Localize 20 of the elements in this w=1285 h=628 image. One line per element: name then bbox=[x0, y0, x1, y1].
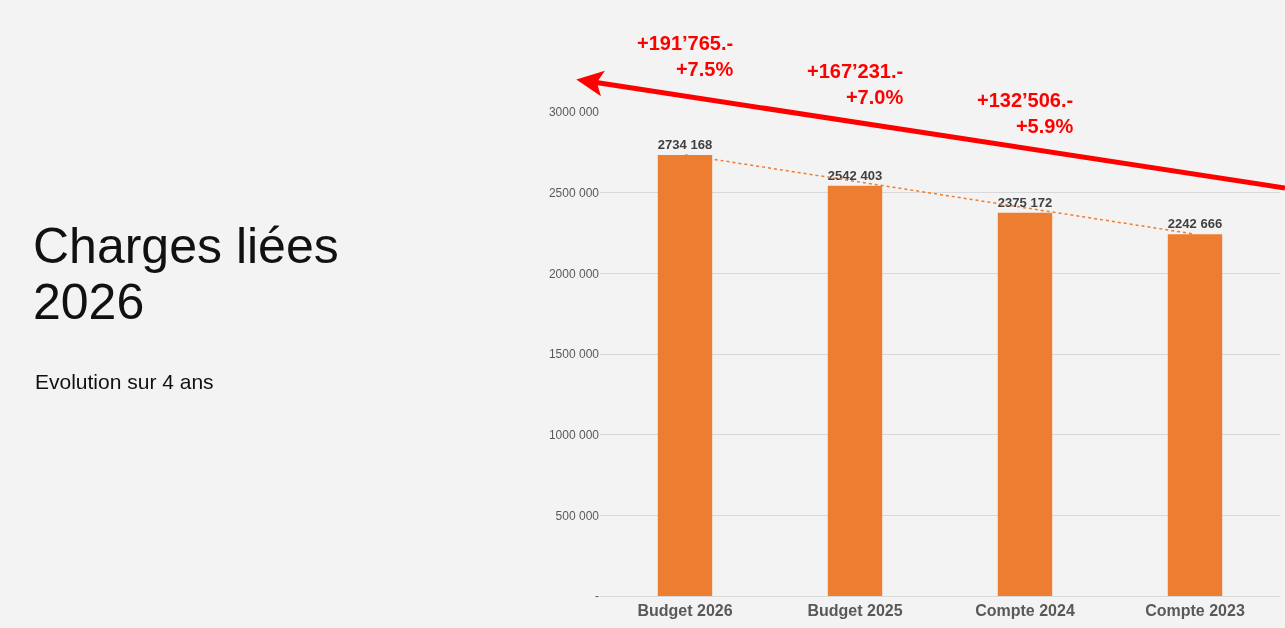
y-tick-label: 2000 000 bbox=[548, 266, 600, 281]
text: +191’765.- +7.5% bbox=[637, 32, 734, 80]
text: Charges liées 2026 bbox=[33, 218, 340, 330]
x-tick-label: Budget 2025 bbox=[807, 602, 903, 620]
annotation: +132’506.- +5.9% bbox=[977, 89, 1074, 137]
y-tick-label: 500 000 bbox=[555, 508, 600, 523]
y-tick-label: 1500 000 bbox=[548, 347, 600, 362]
x-tick-label: Compte 2024 bbox=[975, 602, 1075, 620]
data-label: 2542 403 bbox=[827, 168, 883, 184]
x-tick-label: Compte 2023 bbox=[1145, 602, 1245, 620]
y-tick-label: 1000 000 bbox=[548, 427, 600, 442]
y-tick-label: 2500 000 bbox=[548, 185, 600, 200]
y-tick-label: 3000 000 bbox=[548, 105, 600, 120]
data-label: 2734 168 bbox=[657, 137, 713, 153]
data-label: 2375 172 bbox=[997, 195, 1053, 211]
data-label: 2242 666 bbox=[1167, 216, 1223, 232]
y-tick-label: - bbox=[595, 589, 599, 604]
text: +167’231.- +7.0% bbox=[807, 60, 904, 108]
x-tick-label: Budget 2026 bbox=[637, 602, 733, 620]
text: Evolution sur 4 ans bbox=[35, 370, 214, 394]
